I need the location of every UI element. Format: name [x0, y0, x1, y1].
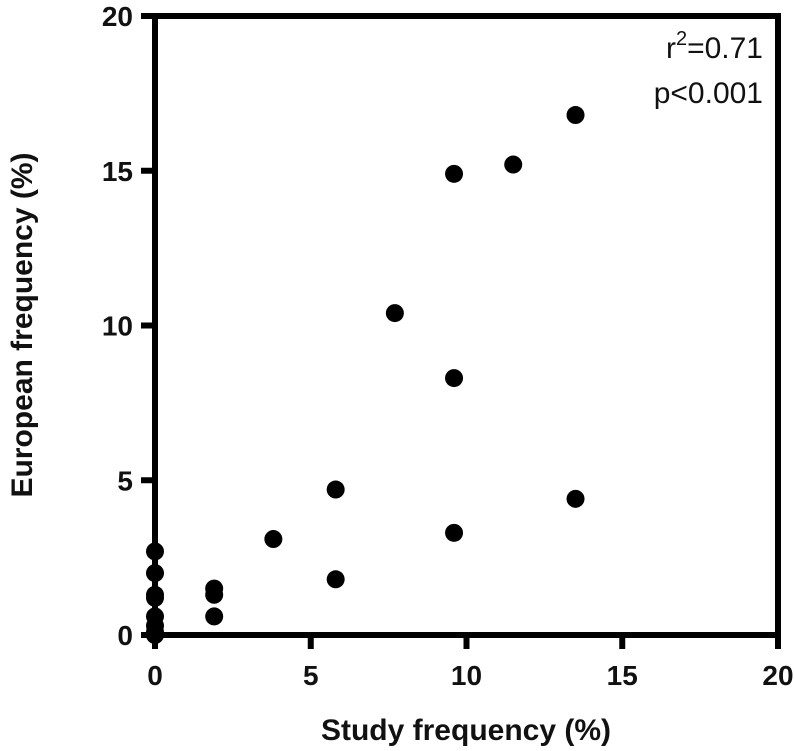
data-point	[504, 155, 523, 174]
y-axis-title: European frequency (%)	[6, 152, 39, 497]
data-point	[326, 570, 345, 589]
data-point	[146, 585, 164, 604]
axis-labels: Study frequency (%) European frequency (…	[6, 152, 611, 747]
axes: 0 5 10 15 20 0 5 10 15 20	[102, 1, 794, 691]
data-point	[566, 489, 585, 508]
stats-annotation: r2=0.71 p<0.001	[654, 28, 763, 110]
x-tick-label: 20	[762, 660, 793, 691]
data-point	[264, 530, 283, 549]
data-point	[445, 369, 464, 388]
data-point	[445, 523, 464, 542]
data-point	[566, 106, 585, 125]
y-tick-label: 20	[102, 1, 133, 32]
x-tick-label: 0	[147, 660, 163, 691]
p-value-annotation: p<0.001	[654, 77, 763, 110]
r-squared-prefix: r	[666, 32, 676, 65]
r-squared-value: =0.71	[687, 32, 763, 65]
x-tick-label: 15	[607, 660, 638, 691]
data-point	[146, 564, 164, 583]
data-point	[326, 480, 345, 499]
x-axis-title: Study frequency (%)	[321, 714, 611, 747]
data-points	[146, 106, 585, 644]
x-tick-label: 5	[303, 660, 319, 691]
data-point	[445, 164, 464, 183]
x-tick-label: 10	[451, 660, 482, 691]
y-tick-label: 0	[117, 620, 133, 651]
data-point	[385, 304, 404, 323]
r-squared-superscript: 2	[676, 28, 687, 50]
data-point	[146, 607, 164, 626]
y-tick-label: 5	[117, 465, 133, 496]
data-point	[146, 542, 164, 561]
y-tick-label: 15	[102, 156, 133, 187]
r-squared-annotation: r2=0.71	[666, 28, 763, 65]
y-tick-label: 10	[102, 311, 133, 342]
data-point	[205, 579, 224, 598]
data-point	[205, 607, 224, 626]
